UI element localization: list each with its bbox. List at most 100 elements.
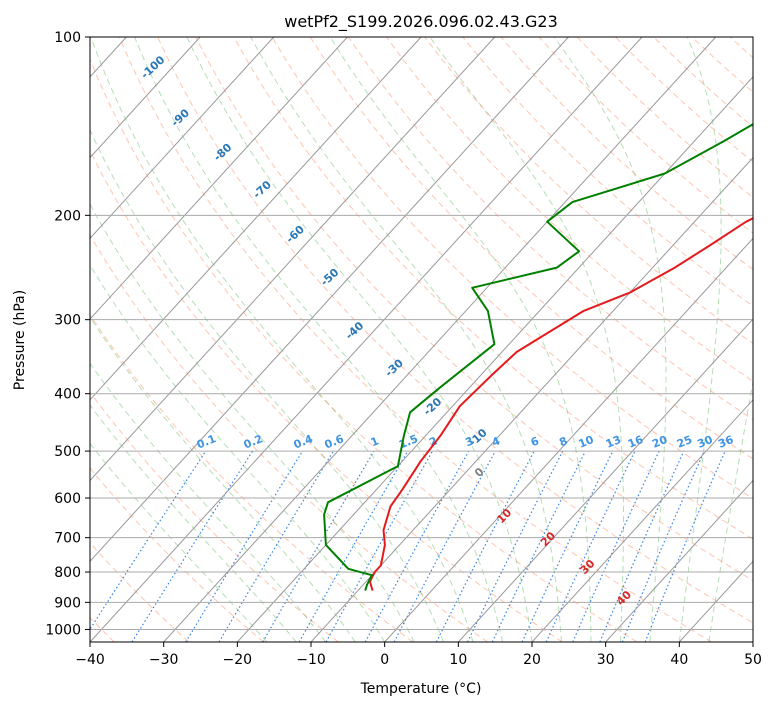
- mixing-ratio-label: 25: [675, 433, 694, 451]
- y-tick-label: 100: [54, 30, 81, 46]
- moist-adiabat-line: [0, 37, 296, 642]
- dry-adiabat-line: [0, 37, 264, 642]
- dry-adiabats: [0, 37, 775, 642]
- y-tick-label: 600: [54, 491, 81, 507]
- isotherm-label: -90: [169, 106, 193, 129]
- isotherm-line: [753, 37, 775, 642]
- mixing-ratio-label: 10: [577, 433, 596, 451]
- x-tick-label: −40: [75, 652, 105, 668]
- dry-adiabat-line: [654, 37, 775, 642]
- dry-adiabat-line: [158, 37, 775, 642]
- mixing-ratio-line: [622, 451, 704, 642]
- chart-title: wetPf2_S199.2026.096.02.43.G23: [284, 12, 558, 32]
- isotherm-label: -20: [421, 395, 445, 418]
- isotherm-label: -80: [211, 141, 235, 164]
- isotherm-label: -70: [251, 178, 275, 201]
- isotherm-line: [0, 37, 421, 642]
- y-tick-label: 900: [54, 595, 81, 611]
- moist-adiabat-line: [554, 37, 666, 642]
- isotherm-line: [0, 37, 495, 642]
- isotherm-line: [90, 37, 642, 642]
- mixing-ratio-label: 2: [427, 434, 439, 449]
- isotherm-line: [16, 37, 568, 642]
- moist-adiabat-line: [0, 37, 267, 642]
- isotherm-line: [0, 37, 274, 642]
- moist-adiabat-line: [91, 37, 473, 642]
- dry-adiabat-line: [425, 37, 775, 642]
- isotherm-label: -40: [343, 319, 367, 342]
- x-tick-label: −20: [223, 652, 253, 668]
- mixing-ratio-line: [645, 451, 725, 642]
- moist-adiabat-line: [251, 37, 562, 642]
- isotherm-line: [458, 37, 775, 642]
- x-axis-title: Temperature (°C): [360, 681, 482, 697]
- mixing-ratio-label: 30: [695, 433, 714, 451]
- theta-e-label: 0: [472, 465, 487, 480]
- theta-e-label: 20: [538, 529, 558, 549]
- dry-adiabat-line: [463, 37, 775, 642]
- mixing-ratio-line: [546, 451, 635, 642]
- x-tick-label: 30: [597, 652, 615, 668]
- mixing-ratio-line: [365, 451, 468, 642]
- moist-adiabat-line: [187, 37, 532, 642]
- dry-adiabat-line: [43, 37, 562, 642]
- isotherms: [0, 37, 775, 642]
- mixing-ratio-line: [600, 451, 684, 642]
- y-tick-label: 300: [54, 313, 81, 329]
- mixing-ratio-label: 0.1: [195, 432, 218, 451]
- y-tick-label: 700: [54, 531, 81, 547]
- moist-adiabat-line: [679, 37, 721, 642]
- mixing-ratio-label: 1: [369, 434, 381, 449]
- y-axis-title: Pressure (hPa): [12, 290, 28, 390]
- isotherm-label: -30: [383, 356, 407, 379]
- dry-adiabat-line: [0, 37, 189, 642]
- isotherm-line: [532, 37, 775, 642]
- theta-e-label: 30: [578, 557, 598, 577]
- isotherm-line: [606, 37, 775, 642]
- moist-adiabat-line: [430, 37, 624, 642]
- dry-adiabat-line: [730, 37, 775, 642]
- mixing-ratio-label: 0.4: [292, 432, 315, 451]
- mixing-ratio-line: [492, 451, 585, 642]
- x-tick-label: −30: [149, 652, 179, 668]
- mixing-ratio-label: 13: [604, 433, 623, 451]
- mixing-ratio-line: [82, 451, 206, 642]
- y-tick-label: 200: [54, 208, 81, 224]
- y-tick-label: 800: [54, 565, 81, 581]
- x-tick-label: −10: [296, 652, 326, 668]
- mixing-ratio-label: 16: [626, 433, 645, 451]
- y-tick-label: 1000: [45, 622, 81, 638]
- x-tick-label: 50: [744, 652, 762, 668]
- dry-adiabat-line: [272, 37, 775, 642]
- mixing-ratio-label: 4: [490, 434, 502, 449]
- dry-adiabat-line: [0, 37, 338, 642]
- moist-adiabats: [0, 37, 775, 642]
- profiles: [324, 37, 775, 591]
- y-tick-label: 400: [54, 387, 81, 403]
- isotherm-line: [0, 37, 347, 642]
- x-tick-label: 20: [523, 652, 541, 668]
- dewpoint-profile-line: [324, 37, 775, 591]
- dry-adiabat-line: [692, 37, 775, 642]
- x-tick-label: 0: [380, 652, 389, 668]
- mixing-ratio-label: 0.2: [242, 432, 265, 451]
- mixing-ratio-line: [132, 451, 253, 642]
- theta-e-label: 40: [614, 588, 634, 608]
- isotherm-line: [385, 37, 775, 642]
- dry-adiabat-line: [768, 37, 775, 642]
- mixing-ratio-line: [219, 451, 333, 642]
- moist-adiabat-line: [135, 37, 503, 642]
- isotherm-line: [164, 37, 716, 642]
- mixing-ratio-label: 0.6: [323, 432, 346, 451]
- dry-adiabat-line: [387, 37, 775, 642]
- plot-frame: [90, 37, 753, 642]
- isotherm-line: [0, 37, 200, 642]
- mixing-ratio-label: 6: [529, 434, 541, 449]
- moist-adiabat-line: [709, 37, 775, 642]
- mixing-ratio-label: 36: [716, 433, 735, 451]
